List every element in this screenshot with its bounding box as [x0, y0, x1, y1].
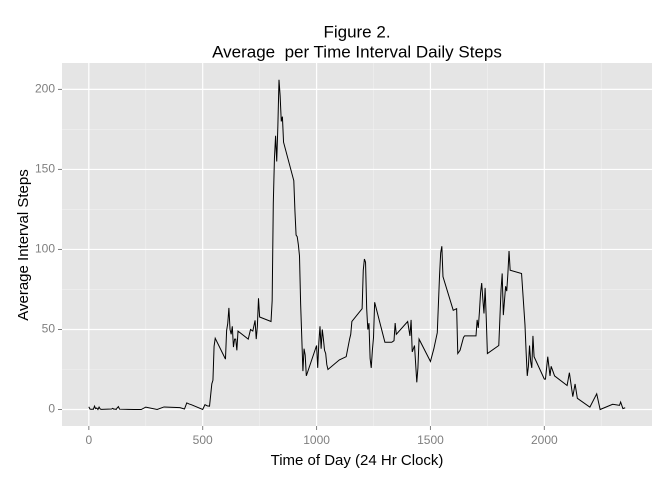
y-axis-label: Average Interval Steps [15, 169, 32, 320]
x-tick-label: 1500 [417, 433, 444, 447]
panel [62, 63, 652, 426]
y-tick-label: 50 [42, 322, 56, 336]
y-tick-label: 100 [35, 242, 55, 256]
y-tick-label: 0 [48, 402, 55, 416]
x-tick-label: 500 [193, 433, 213, 447]
x-axis-label: Time of Day (24 Hr Clock) [271, 452, 444, 469]
x-tick-label: 2000 [531, 433, 558, 447]
x-tick-label: 1000 [303, 433, 330, 447]
chart-subtitle: Average per Time Interval Daily Steps [212, 42, 502, 61]
y-tick-label: 150 [35, 162, 55, 176]
chart-title: Figure 2. [323, 22, 390, 41]
y-tick-label: 200 [35, 82, 55, 96]
x-tick-label: 0 [85, 433, 92, 447]
line-series [88, 79, 626, 411]
